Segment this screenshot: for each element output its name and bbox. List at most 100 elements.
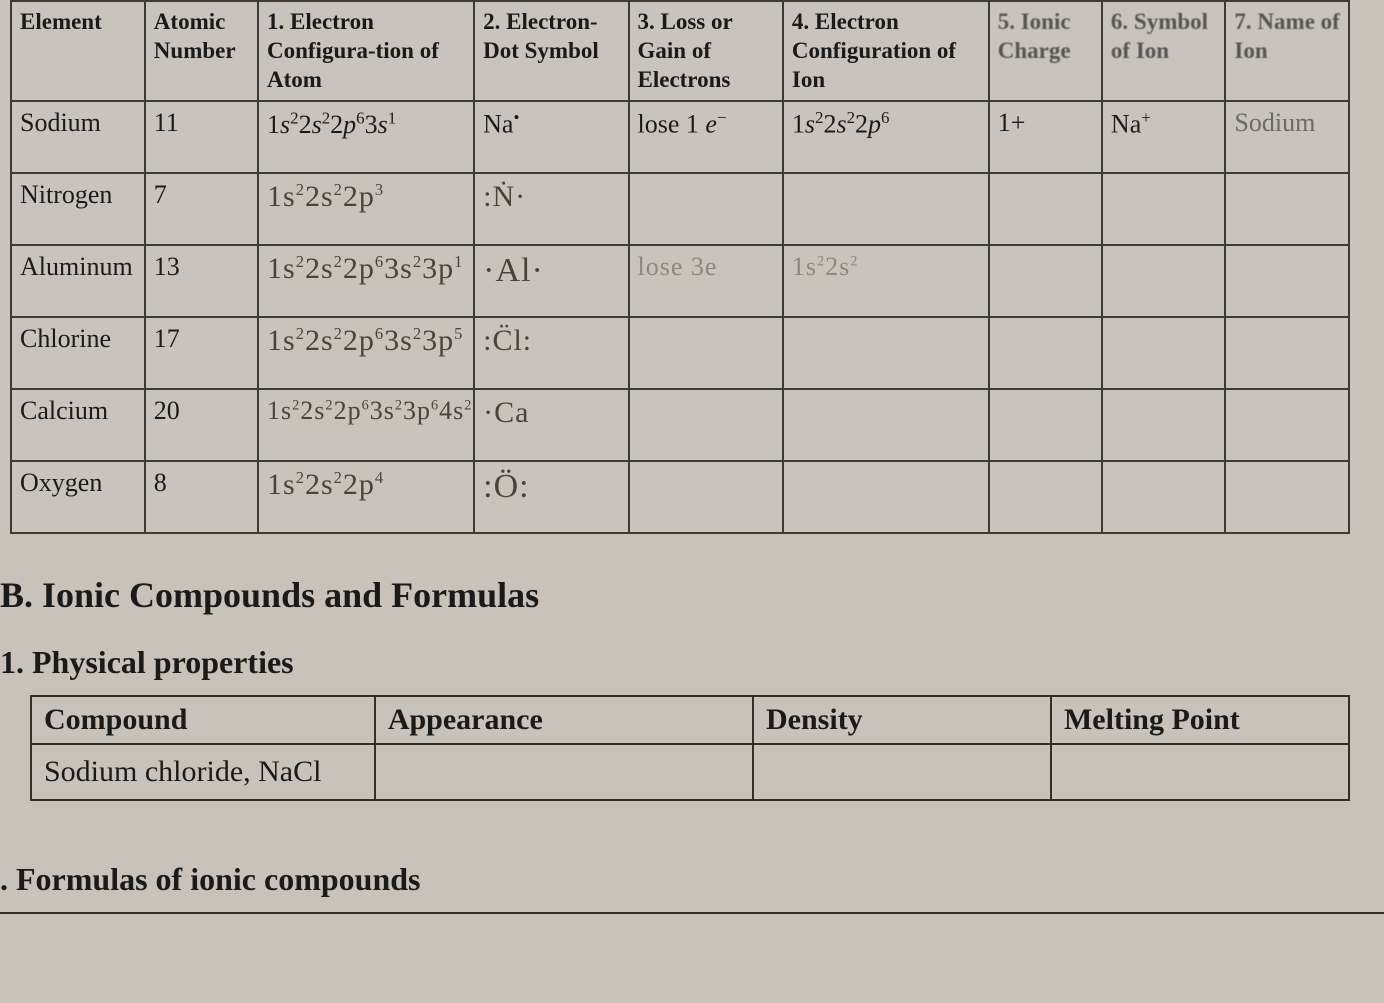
- cell-charge: [989, 461, 1102, 533]
- table-header-row: Element Atomic Number 1. Electron Config…: [11, 1, 1349, 101]
- cell-ion-symbol: [1102, 245, 1226, 317]
- cell-element: Aluminum: [11, 245, 145, 317]
- cell-ion-config: 1s22s22p6: [783, 101, 989, 173]
- cell-element: Oxygen: [11, 461, 145, 533]
- cell-dot: ·Al·: [474, 245, 628, 317]
- cell-loss: [629, 461, 783, 533]
- handwritten-text: 1s22s2: [792, 252, 859, 281]
- cell-config: 1s22s22p3: [258, 173, 474, 245]
- col-ionic-charge: 5. Ionic Charge: [989, 1, 1102, 101]
- handwritten-text: 1s22s22p4: [267, 468, 384, 501]
- cell-loss: [629, 173, 783, 245]
- cell-ion-config: [783, 317, 989, 389]
- cell-melting: [1051, 744, 1349, 800]
- subsection-1-title: 1. Physical properties: [0, 644, 1366, 681]
- cell-ion-name: [1225, 245, 1349, 317]
- table-row: Sodium chloride, NaCl: [31, 744, 1349, 800]
- table-row: Nitrogen 7 1s22s22p3 :Ṅ·: [11, 173, 1349, 245]
- cell-atomic: 7: [145, 173, 258, 245]
- cell-config: 1s22s22p63s23p1: [258, 245, 474, 317]
- cell-dot: ·Ca: [474, 389, 628, 461]
- cell-loss: lose 3e: [629, 245, 783, 317]
- cell-atomic: 20: [145, 389, 258, 461]
- cell-ion-config: [783, 461, 989, 533]
- table-row: Chlorine 17 1s22s22p63s23p5 :C̈l:: [11, 317, 1349, 389]
- cell-config: 1s22s22p63s1: [258, 101, 474, 173]
- handwritten-text: 1s22s22p63s23p5: [267, 324, 463, 357]
- cell-ion-name: [1225, 461, 1349, 533]
- handwritten-text: ·Al·: [483, 252, 544, 289]
- cell-ion-config: [783, 173, 989, 245]
- col-density: Density: [753, 696, 1051, 744]
- cell-ion-symbol: [1102, 317, 1226, 389]
- cell-charge: [989, 245, 1102, 317]
- col-melting-point: Melting Point: [1051, 696, 1349, 744]
- cell-dot: :Ṅ·: [474, 173, 628, 245]
- cell-atomic: 17: [145, 317, 258, 389]
- config-text: 1s22s22p63s1: [267, 110, 396, 139]
- cell-dot: :C̈l:: [474, 317, 628, 389]
- cell-charge: 1+: [989, 101, 1102, 173]
- col-ion-name: 7. Name of Ion: [1225, 1, 1349, 101]
- table-row: Oxygen 8 1s22s22p4 :Ö:: [11, 461, 1349, 533]
- cell-charge: [989, 317, 1102, 389]
- cell-ion-name: [1225, 317, 1349, 389]
- cell-dot: Na•: [474, 101, 628, 173]
- cell-ion-symbol: [1102, 389, 1226, 461]
- properties-table: Compound Appearance Density Melting Poin…: [30, 695, 1350, 801]
- handwritten-text: :Ö:: [483, 468, 529, 505]
- cell-element: Calcium: [11, 389, 145, 461]
- col-appearance: Appearance: [375, 696, 753, 744]
- cell-element: Chlorine: [11, 317, 145, 389]
- cell-loss: [629, 317, 783, 389]
- cell-charge: [989, 173, 1102, 245]
- cell-config: 1s22s22p4: [258, 461, 474, 533]
- cell-element: Sodium: [11, 101, 145, 173]
- handwritten-text: ·Ca: [483, 396, 529, 429]
- cell-atomic: 13: [145, 245, 258, 317]
- section-b-title: B. Ionic Compounds and Formulas: [0, 574, 1366, 616]
- cell-ion-name: Sodium: [1225, 101, 1349, 173]
- handwritten-text: 1s22s22p3: [267, 180, 384, 213]
- handwritten-text: 1s22s22p63s23p64s2: [267, 396, 472, 425]
- handwritten-text: lose 3e: [638, 252, 718, 281]
- cell-ion-symbol: [1102, 173, 1226, 245]
- cell-dot: :Ö:: [474, 461, 628, 533]
- elements-table: Element Atomic Number 1. Electron Config…: [10, 0, 1350, 534]
- table-row: Sodium 11 1s22s22p63s1 Na• lose 1 e− 1s2…: [11, 101, 1349, 173]
- table-header-row: Compound Appearance Density Melting Poin…: [31, 696, 1349, 744]
- col-compound: Compound: [31, 696, 375, 744]
- cell-appearance: [375, 744, 753, 800]
- cell-ion-name: [1225, 389, 1349, 461]
- cell-ion-name: [1225, 173, 1349, 245]
- col-loss-gain: 3. Loss or Gain of Electrons: [629, 1, 783, 101]
- handwritten-text: :Ṅ·: [483, 180, 526, 213]
- cell-ion-config: [783, 389, 989, 461]
- cell-atomic: 11: [145, 101, 258, 173]
- cell-compound: Sodium chloride, NaCl: [31, 744, 375, 800]
- table-row: Aluminum 13 1s22s22p63s23p1 ·Al· lose 3e…: [11, 245, 1349, 317]
- cell-loss: lose 1 e−: [629, 101, 783, 173]
- cell-config: 1s22s22p63s23p5: [258, 317, 474, 389]
- col-atomic-number: Atomic Number: [145, 1, 258, 101]
- handwritten-text: 1s22s22p63s23p1: [267, 252, 463, 285]
- cell-loss: [629, 389, 783, 461]
- cell-ion-symbol: [1102, 461, 1226, 533]
- cell-charge: [989, 389, 1102, 461]
- cell-config: 1s22s22p63s23p64s2: [258, 389, 474, 461]
- col-ion-config: 4. Electron Configuration of Ion: [783, 1, 989, 101]
- cell-atomic: 8: [145, 461, 258, 533]
- table-row: Calcium 20 1s22s22p63s23p64s2 ·Ca: [11, 389, 1349, 461]
- handwritten-text: :C̈l:: [483, 324, 532, 357]
- col-electron-dot: 2. Electron-Dot Symbol: [474, 1, 628, 101]
- cell-density: [753, 744, 1051, 800]
- cell-ion-config: 1s22s2: [783, 245, 989, 317]
- col-element: Element: [11, 1, 145, 101]
- col-ion-symbol: 6. Symbol of Ion: [1102, 1, 1226, 101]
- worksheet-page: Element Atomic Number 1. Electron Config…: [0, 0, 1384, 914]
- subsection-2-title: . Formulas of ionic compounds: [0, 861, 1366, 898]
- cell-ion-symbol: Na+: [1102, 101, 1226, 173]
- cell-element: Nitrogen: [11, 173, 145, 245]
- col-electron-config-atom: 1. Electron Configura-tion of Atom: [258, 1, 474, 101]
- table-top-border: [0, 912, 1384, 914]
